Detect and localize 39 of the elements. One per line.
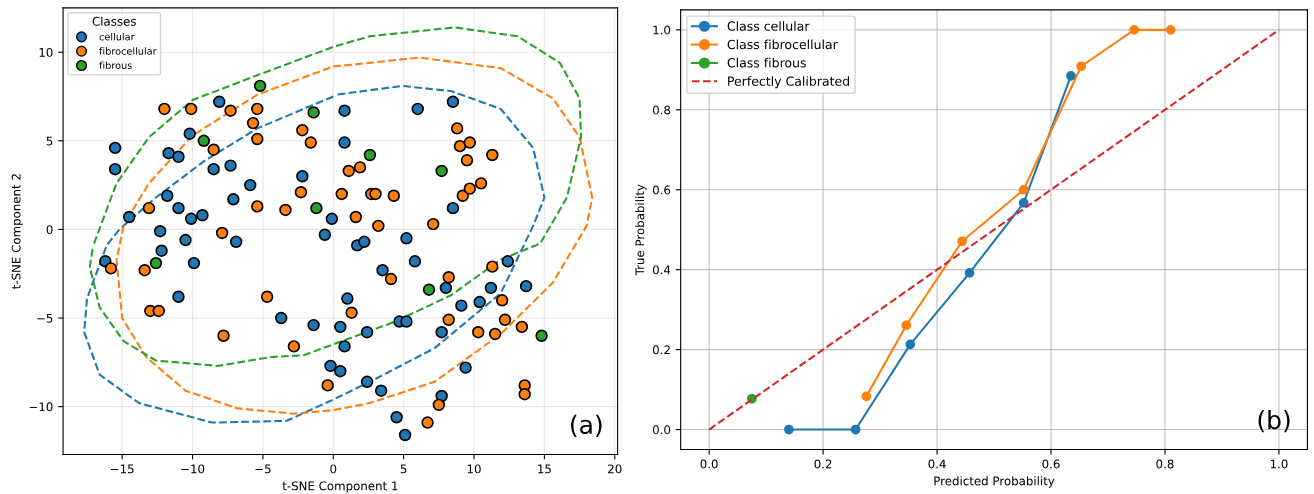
x-tick-label: 0.4 (928, 459, 946, 469)
legend-label: Class fibrocellular (727, 39, 838, 50)
legend-title: Classes (92, 16, 136, 26)
legend-label: Class cellular (727, 21, 810, 31)
x-tick-label: 0.8 (1156, 459, 1174, 469)
y-tick-label: −5 (37, 313, 53, 323)
y-tick-label: 0.6 (652, 185, 671, 195)
x-axis-title: t-SNE Component 1 (282, 481, 398, 493)
y-tick-label: 0.2 (652, 345, 670, 355)
x-tick-label: 0.2 (814, 459, 832, 469)
y-tick-label: 0.4 (652, 265, 671, 275)
x-tick-label: 1.0 (1270, 459, 1288, 469)
legend-label: fibrocellular (99, 47, 157, 55)
y-tick-label: 5 (46, 136, 53, 146)
y-axis-title: True Probability (635, 184, 647, 276)
x-tick-label: 0.0 (700, 459, 718, 469)
legend-label: cellular (99, 32, 135, 41)
x-tick-label: −5 (255, 464, 271, 474)
legend-label: Perfectly Calibrated (728, 76, 849, 89)
x-tick-label: 5 (400, 464, 407, 474)
y-tick-label: −10 (29, 402, 53, 412)
legend-label: Class fibrous (727, 57, 806, 68)
y-tick-label: 0.8 (652, 105, 671, 115)
x-tick-label: 0 (330, 464, 337, 474)
y-axis-title: t-SNE Component 2 (11, 174, 23, 289)
y-tick-label: 0 (46, 225, 53, 235)
y-tick-label: 1.0 (653, 25, 671, 35)
annotation: (b) (1258, 409, 1290, 433)
legend-label: fibrous (99, 61, 132, 70)
annotation: (a) (571, 414, 602, 437)
x-tick-label: −15 (110, 464, 134, 474)
x-tick-label: 10 (467, 464, 481, 474)
x-axis-title: Predicted Probability (934, 476, 1055, 488)
x-tick-label: 20 (608, 464, 622, 474)
x-tick-label: 0.6 (1042, 459, 1060, 469)
x-tick-label: −10 (181, 464, 205, 474)
y-tick-label: 10 (39, 47, 53, 57)
x-tick-label: 15 (538, 464, 551, 474)
y-tick-label: 0.0 (652, 425, 671, 435)
